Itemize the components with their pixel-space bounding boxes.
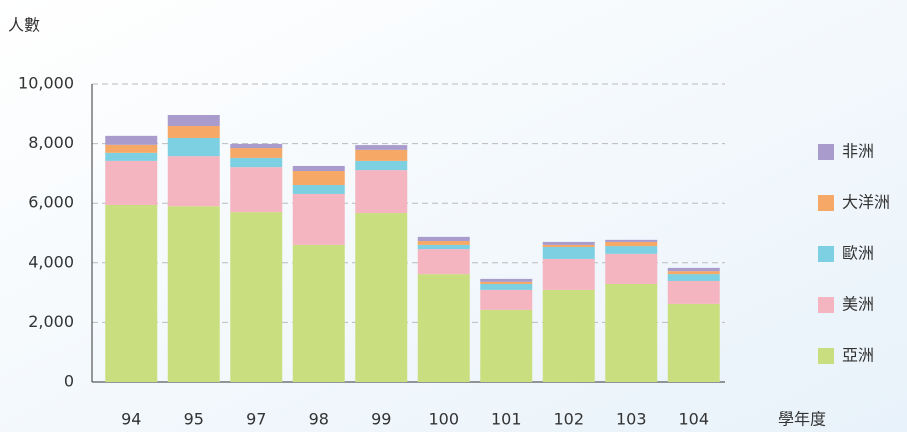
bar-segment <box>417 244 470 250</box>
y-axis-title: 人數 <box>8 16 40 35</box>
bar-segment <box>542 258 595 290</box>
bar-segment <box>417 241 470 245</box>
bar-segment <box>105 160 158 205</box>
y-tick-label: 0 <box>64 372 74 391</box>
bar-segment <box>605 239 658 242</box>
bar-segment <box>480 278 533 282</box>
bar-segment <box>167 206 220 382</box>
legend-swatch <box>818 297 834 313</box>
legend-swatch <box>818 348 834 364</box>
bar-segment <box>230 167 283 213</box>
x-tick-label: 100 <box>428 410 459 429</box>
x-tick-label: 99 <box>371 410 391 429</box>
bar-segment <box>355 213 408 382</box>
bar-segment <box>542 247 595 259</box>
bar-segment <box>667 280 720 304</box>
bar-segment <box>230 143 283 149</box>
bar-segment <box>292 244 345 382</box>
bar-segment <box>355 149 408 161</box>
bar-segment <box>105 135 158 145</box>
x-tick-label: 102 <box>553 410 584 429</box>
bar-segment <box>417 236 470 242</box>
bar-segment <box>605 283 658 382</box>
bar-segment <box>480 289 533 310</box>
bar-segment <box>355 160 408 171</box>
bar-segment <box>230 157 283 168</box>
x-tick-label: 95 <box>184 410 204 429</box>
bar-segment <box>667 274 720 281</box>
bar-segment <box>230 148 283 158</box>
bar-segment <box>480 309 533 382</box>
legend-label: 大洋洲 <box>842 193 890 212</box>
bar-segment <box>605 253 658 284</box>
bar-segment <box>542 289 595 382</box>
bar-segment <box>355 145 408 150</box>
bar-segment <box>480 283 533 290</box>
legend-swatch <box>818 195 834 211</box>
legend-label: 非洲 <box>842 142 874 161</box>
y-tick-label: 10,000 <box>18 74 74 93</box>
x-tick-label: 98 <box>309 410 329 429</box>
legend-label: 歐洲 <box>842 244 874 263</box>
legend-label: 美洲 <box>842 295 874 314</box>
bar-segment <box>230 212 283 382</box>
bar-segment <box>542 244 595 248</box>
bar-segment <box>292 171 345 186</box>
bar-segment <box>605 246 658 254</box>
legend-label: 亞洲 <box>842 346 874 365</box>
bar-segment <box>167 137 220 157</box>
x-axis-title: 學年度 <box>778 410 826 429</box>
bar-segment <box>417 274 470 382</box>
y-tick-label: 8,000 <box>28 133 74 152</box>
bar-segment <box>417 249 470 275</box>
bar-segment <box>105 152 158 161</box>
bar-segment <box>105 144 158 153</box>
bar-segment <box>292 185 345 194</box>
x-tick-label: 103 <box>616 410 647 429</box>
bar-segment <box>292 193 345 245</box>
y-tick-label: 2,000 <box>28 312 74 331</box>
bar-segment <box>667 303 720 382</box>
legend-swatch <box>818 246 834 262</box>
bar-segment <box>167 156 220 207</box>
x-tick-label: 94 <box>121 410 141 429</box>
bar-segment <box>167 126 220 138</box>
bar-segment <box>605 241 658 247</box>
bar-segment <box>542 241 595 245</box>
bar-segment <box>167 114 220 127</box>
y-tick-label: 6,000 <box>28 193 74 212</box>
bar-segment <box>105 204 158 382</box>
legend-swatch <box>818 144 834 160</box>
bar-segment <box>480 281 533 284</box>
bar-segment <box>667 271 720 275</box>
bar-segment <box>355 170 408 214</box>
bar-segment <box>292 165 345 172</box>
x-tick-label: 97 <box>246 410 266 429</box>
x-tick-label: 104 <box>678 410 709 429</box>
bar-segment <box>667 267 720 272</box>
x-tick-label: 101 <box>491 410 522 429</box>
y-tick-label: 4,000 <box>28 252 74 271</box>
